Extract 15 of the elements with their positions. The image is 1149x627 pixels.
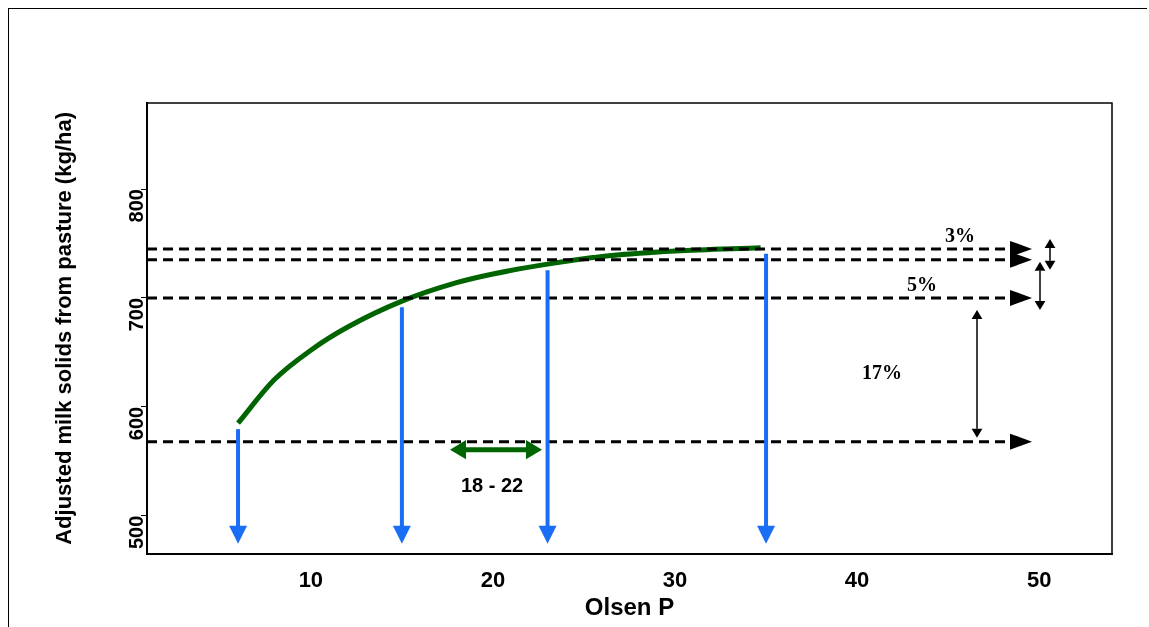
y-tick-label: 500 xyxy=(124,515,147,550)
x-tick-label: 30 xyxy=(662,567,688,593)
annotation: 17% xyxy=(862,360,902,383)
x-tick-label: 50 xyxy=(1026,567,1052,593)
x-tick-label: 10 xyxy=(298,567,324,593)
annotation: 3% xyxy=(945,224,975,247)
annotation: 5% xyxy=(907,273,937,296)
x-tick-label: 20 xyxy=(480,567,506,593)
y-tick-label: 600 xyxy=(124,406,147,441)
y-axis-title: Adjusted milk solids from pasture (kg/ha) xyxy=(51,112,77,545)
y-tick-label: 700 xyxy=(124,297,147,332)
x-axis-title: Olsen P xyxy=(584,593,675,621)
annotation: 18 - 22 xyxy=(460,474,524,497)
y-tick-label: 800 xyxy=(124,189,147,223)
x-tick-label: 40 xyxy=(844,567,870,593)
